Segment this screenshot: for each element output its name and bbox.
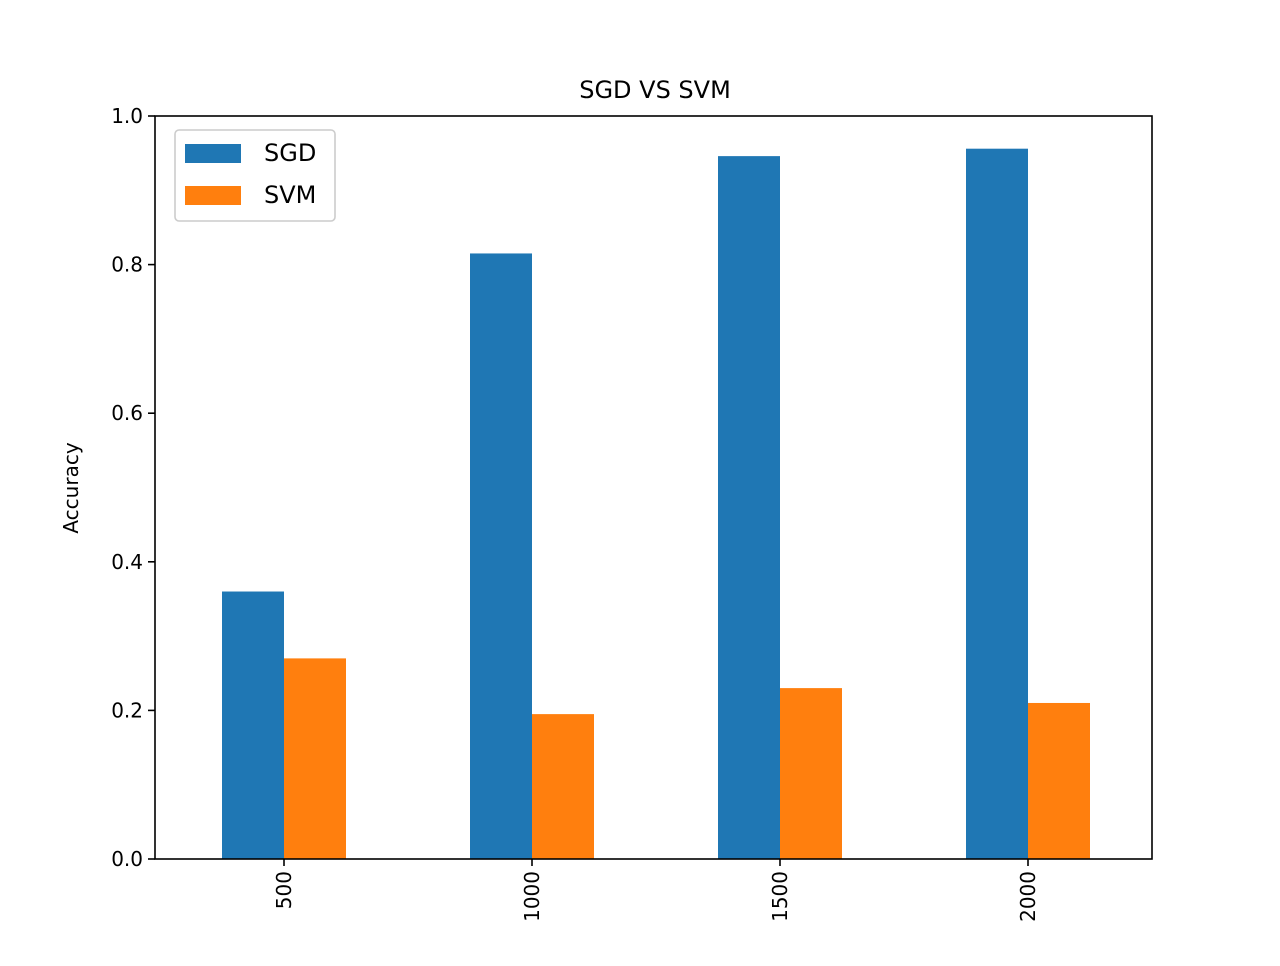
bar: [470, 253, 532, 859]
y-axis-label: Accuracy: [59, 442, 83, 533]
chart-title: SGD VS SVM: [579, 76, 731, 104]
legend-swatch: [185, 144, 241, 163]
y-tick-label: 0.2: [111, 698, 143, 722]
x-tick-label: 500: [272, 871, 296, 909]
x-tick-label: 1500: [768, 871, 792, 922]
bar: [1028, 702, 1090, 859]
y-tick-label: 1.0: [111, 104, 143, 128]
bar: [284, 658, 346, 859]
bar: [532, 714, 594, 859]
legend-swatch: [185, 186, 241, 205]
x-tick-label: 1000: [520, 871, 544, 922]
plot-frame: [154, 115, 1153, 860]
legend-label: SVM: [264, 181, 316, 209]
bar: [966, 148, 1028, 859]
legend-label: SGD: [264, 139, 316, 167]
y-tick-label: 0.0: [111, 847, 143, 871]
bar: [222, 591, 284, 859]
x-tick-label: 2000: [1016, 871, 1040, 922]
y-tick-label: 0.8: [111, 253, 143, 277]
y-tick-label: 0.4: [111, 550, 143, 574]
x-axis-label: Dataset: [608, 962, 702, 966]
bar: [780, 688, 842, 859]
y-tick-label: 0.6: [111, 401, 143, 425]
bar: [718, 156, 780, 859]
